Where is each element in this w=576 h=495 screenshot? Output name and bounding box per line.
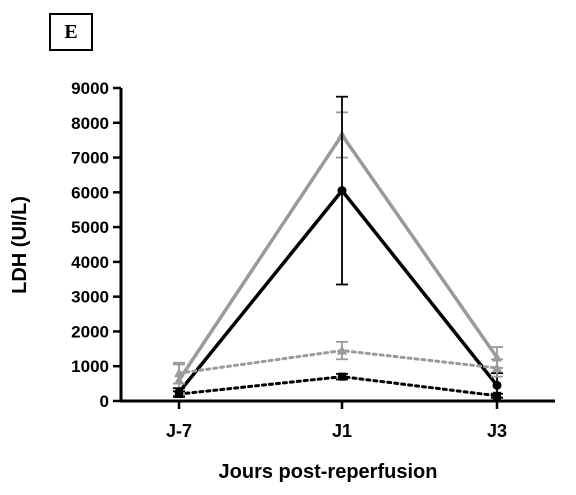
data-point [337, 186, 347, 196]
series-layer [173, 95, 503, 400]
y-tick-label: 8000 [71, 114, 109, 133]
y-tick-label: 6000 [71, 183, 109, 202]
axes: 0 1000 2000 3000 4000 5000 6000 7000 8000 9000 J-7… [71, 79, 555, 441]
x-axis-label: Jours post-reperfusion [219, 461, 438, 483]
data-point [493, 391, 501, 400]
y-tick-label: 9000 [71, 79, 109, 98]
y-tick-label: 7000 [71, 149, 109, 168]
panel-label: E [49, 13, 93, 51]
y-tick-label: 0 [100, 392, 109, 411]
data-point [337, 345, 347, 355]
data-point [492, 362, 502, 372]
data-point [175, 390, 183, 399]
y-axis-label: LDH (UI/L) [9, 196, 31, 294]
series-2 [173, 340, 503, 385]
x-tick-label: J3 [487, 421, 507, 441]
x-tick-label: J-7 [166, 421, 192, 441]
series-3 [173, 372, 503, 400]
data-point [174, 368, 184, 378]
series-line [177, 133, 499, 382]
y-tick-label: 4000 [71, 253, 109, 272]
y-tick-label: 3000 [71, 288, 109, 307]
y-tick-label: 5000 [71, 218, 109, 237]
data-point [492, 380, 502, 390]
y-tick-label: 1000 [71, 357, 109, 376]
data-point [338, 372, 346, 381]
x-tick-label: J1 [332, 421, 352, 441]
panel-label-text: E [64, 20, 78, 43]
y-tick-label: 2000 [71, 322, 109, 341]
